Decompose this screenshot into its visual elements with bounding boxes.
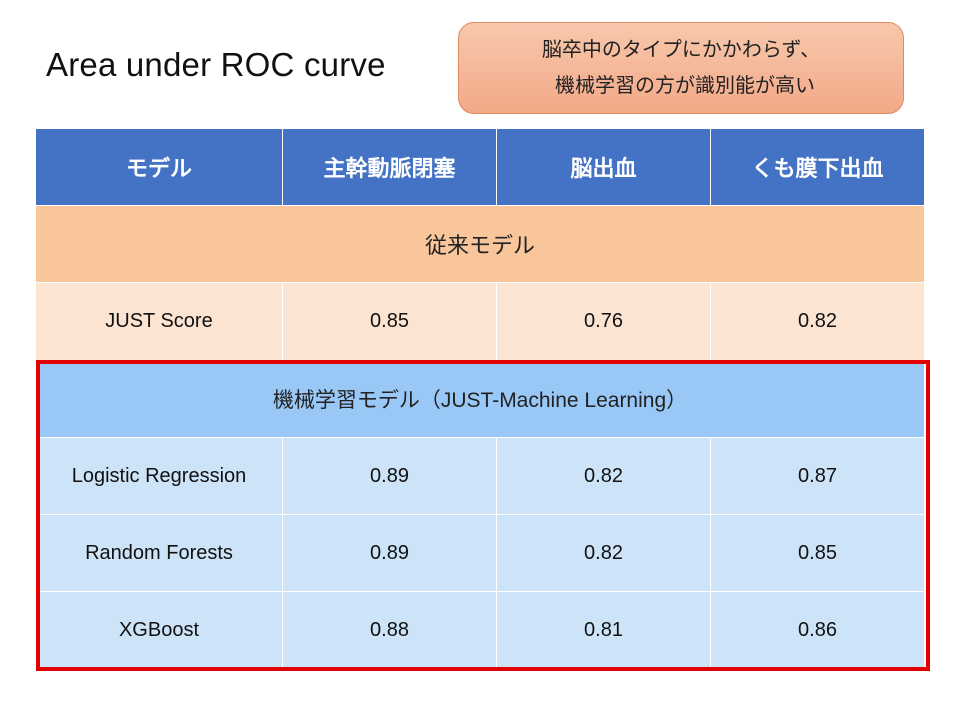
section-row-conventional: 従来モデル — [35, 205, 925, 283]
auc-value: 0.82 — [496, 437, 711, 515]
model-name: JUST Score — [35, 282, 283, 361]
auc-value: 0.88 — [282, 591, 497, 669]
auc-value: 0.81 — [496, 591, 711, 669]
table-row: Logistic Regression 0.89 0.82 0.87 — [35, 437, 925, 515]
auc-value: 0.86 — [710, 591, 925, 669]
model-name: Logistic Regression — [35, 437, 283, 515]
header-ich: 脳出血 — [496, 128, 711, 206]
header-lvo: 主幹動脈閉塞 — [282, 128, 497, 206]
model-name: XGBoost — [35, 591, 283, 669]
auc-value: 0.89 — [282, 514, 497, 592]
callout-line-2: 機械学習の方が識別能が高い — [555, 75, 815, 97]
section-label: 機械学習モデル（JUST-Machine Learning） — [35, 360, 925, 438]
auc-value: 0.85 — [710, 514, 925, 592]
auc-value: 0.89 — [282, 437, 497, 515]
table-row: XGBoost 0.88 0.81 0.86 — [35, 591, 925, 669]
auc-value: 0.87 — [710, 437, 925, 515]
section-row-machine-learning: 機械学習モデル（JUST-Machine Learning） — [35, 360, 925, 438]
header-sah: くも膜下出血 — [710, 128, 925, 206]
callout-line-1: 脳卒中のタイプにかかわらず、 — [541, 39, 821, 61]
table-row: Random Forests 0.89 0.82 0.85 — [35, 514, 925, 592]
auc-value: 0.76 — [496, 282, 711, 361]
header-model: モデル — [35, 128, 283, 206]
auc-value: 0.82 — [496, 514, 711, 592]
callout-box: 脳卒中のタイプにかかわらず、 機械学習の方が識別能が高い — [458, 22, 904, 114]
auc-value: 0.82 — [710, 282, 925, 361]
table-header-row: モデル 主幹動脈閉塞 脳出血 くも膜下出血 — [35, 128, 925, 206]
section-label: 従来モデル — [35, 205, 925, 283]
slide-title: Area under ROC curve — [46, 46, 386, 83]
model-name: Random Forests — [35, 514, 283, 592]
table-row: JUST Score 0.85 0.76 0.82 — [35, 282, 925, 361]
auc-table: モデル 主幹動脈閉塞 脳出血 くも膜下出血 従来モデル JUST Score 0… — [35, 128, 925, 669]
auc-value: 0.85 — [282, 282, 497, 361]
